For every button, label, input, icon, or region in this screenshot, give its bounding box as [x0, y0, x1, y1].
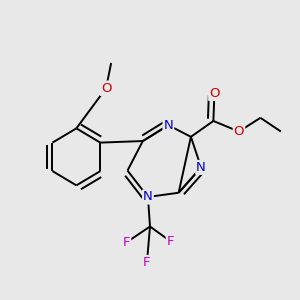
Text: N: N [196, 161, 206, 174]
Text: F: F [123, 236, 130, 249]
Text: O: O [101, 82, 111, 95]
Text: O: O [101, 82, 111, 95]
Text: F: F [143, 256, 151, 269]
Text: N: N [143, 190, 153, 203]
Text: O: O [234, 125, 244, 138]
Text: O: O [209, 87, 220, 100]
Text: N: N [164, 119, 173, 132]
Text: F: F [167, 235, 174, 248]
